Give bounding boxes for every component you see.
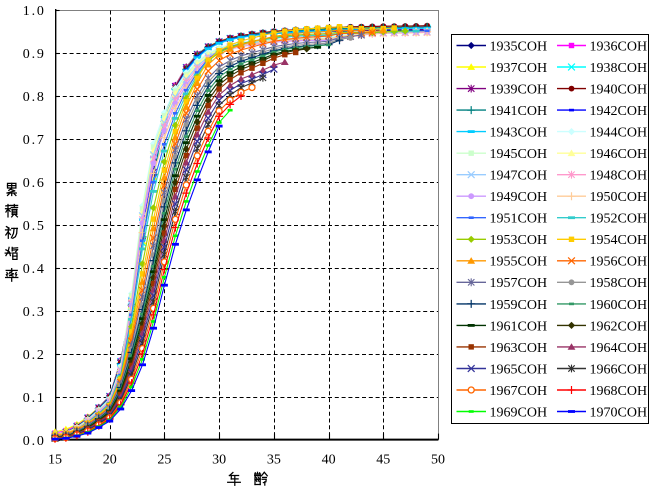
svg-text:0.7: 0.7 xyxy=(23,133,46,148)
svg-text:0.4: 0.4 xyxy=(23,262,46,277)
svg-text:1969COH: 1969COH xyxy=(490,405,548,420)
svg-text:1965COH: 1965COH xyxy=(490,362,548,377)
svg-text:25: 25 xyxy=(157,453,171,468)
svg-text:1947COH: 1947COH xyxy=(490,169,548,184)
svg-text:1962COH: 1962COH xyxy=(590,319,648,334)
svg-text:1959COH: 1959COH xyxy=(490,298,548,313)
svg-text:1.0: 1.0 xyxy=(23,4,46,19)
svg-text:0.3: 0.3 xyxy=(23,305,46,320)
svg-text:1949COH: 1949COH xyxy=(490,190,548,205)
svg-text:1935COH: 1935COH xyxy=(490,39,548,54)
svg-text:0.2: 0.2 xyxy=(23,348,46,363)
svg-text:1951COH: 1951COH xyxy=(490,212,548,227)
svg-text:1953COH: 1953COH xyxy=(490,233,548,248)
svg-text:45: 45 xyxy=(376,453,390,468)
svg-text:15: 15 xyxy=(48,453,62,468)
svg-text:1952COH: 1952COH xyxy=(590,212,648,227)
svg-text:35: 35 xyxy=(267,453,281,468)
svg-text:1955COH: 1955COH xyxy=(490,255,548,270)
svg-text:1967COH: 1967COH xyxy=(490,384,548,399)
svg-text:1940COH: 1940COH xyxy=(590,83,648,98)
svg-text:1961COH: 1961COH xyxy=(490,319,548,334)
svg-text:1968COH: 1968COH xyxy=(590,384,648,399)
svg-text:30: 30 xyxy=(212,453,226,468)
svg-text:1945COH: 1945COH xyxy=(490,147,548,162)
svg-text:1938COH: 1938COH xyxy=(590,61,648,76)
svg-text:0.8: 0.8 xyxy=(23,90,46,105)
svg-text:40: 40 xyxy=(322,453,336,468)
svg-text:1957COH: 1957COH xyxy=(490,276,548,291)
svg-text:1956COH: 1956COH xyxy=(590,255,648,270)
svg-text:1963COH: 1963COH xyxy=(490,341,548,356)
svg-text:50: 50 xyxy=(431,453,445,468)
svg-text:0.5: 0.5 xyxy=(23,219,46,234)
svg-text:1943COH: 1943COH xyxy=(490,126,548,141)
svg-text:1970COH: 1970COH xyxy=(590,405,648,420)
svg-text:0.1: 0.1 xyxy=(23,391,46,406)
svg-text:0.6: 0.6 xyxy=(23,176,46,191)
svg-text:1937COH: 1937COH xyxy=(490,61,548,76)
svg-text:1944COH: 1944COH xyxy=(590,126,648,141)
svg-text:0.9: 0.9 xyxy=(23,47,46,62)
svg-text:1966COH: 1966COH xyxy=(590,362,648,377)
svg-text:1954COH: 1954COH xyxy=(590,233,648,248)
svg-text:1946COH: 1946COH xyxy=(590,147,648,162)
svg-text:1941COH: 1941COH xyxy=(490,104,548,119)
svg-text:1942COH: 1942COH xyxy=(590,104,648,119)
svg-text:0.0: 0.0 xyxy=(23,434,46,449)
svg-text:1948COH: 1948COH xyxy=(590,169,648,184)
svg-text:1958COH: 1958COH xyxy=(590,276,648,291)
svg-text:1964COH: 1964COH xyxy=(590,341,648,356)
svg-text:1936COH: 1936COH xyxy=(590,39,648,54)
svg-text:1950COH: 1950COH xyxy=(590,190,648,205)
svg-text:1939COH: 1939COH xyxy=(490,83,548,98)
svg-text:1960COH: 1960COH xyxy=(590,298,648,313)
svg-text:20: 20 xyxy=(103,453,117,468)
